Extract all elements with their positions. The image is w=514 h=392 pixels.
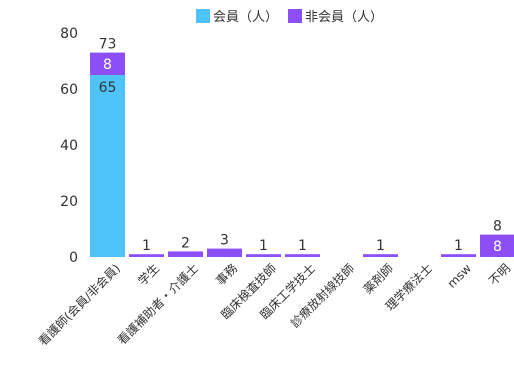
legend-swatch-nonmember <box>288 8 303 23</box>
bar-member-0 <box>90 75 125 257</box>
bar-nonmember-0 <box>90 52 125 75</box>
total-label-5: 1 <box>298 238 307 254</box>
nonmember-value-label-0: 8 <box>103 57 112 73</box>
total-label-9: 1 <box>454 238 463 254</box>
bar-nonmember-9 <box>441 254 476 257</box>
legend-label-nonmember: 非会員（人） <box>305 10 384 25</box>
legend: 会員（人） 非会員（人） <box>196 6 393 25</box>
bar-nonmember-7 <box>363 254 398 257</box>
total-label-0: 73 <box>99 37 117 53</box>
total-label-1: 1 <box>142 238 151 254</box>
y-tick-label-0: 0 <box>69 250 78 266</box>
legend-swatch-member <box>196 8 210 23</box>
legend-item-member[interactable]: 会員（人） <box>196 6 278 25</box>
total-label-7: 1 <box>376 238 385 254</box>
x-tick-label-0: 看護師(会員/非会員) <box>35 261 123 349</box>
x-tick-label-7: 薬剤師 <box>360 261 396 297</box>
y-tick-label-2: 40 <box>60 138 78 154</box>
y-tick-label-4: 80 <box>60 26 78 42</box>
bar-nonmember-1 <box>129 254 164 257</box>
bar-nonmember-2 <box>168 251 203 257</box>
legend-label-member: 会員（人） <box>213 10 279 25</box>
x-tick-label-9: msw <box>445 261 475 291</box>
y-tick-label-3: 60 <box>60 82 78 98</box>
total-label-10: 8 <box>493 219 502 235</box>
nonmember-value-label-10: 8 <box>493 239 502 255</box>
x-tick-label-1: 学生 <box>135 261 163 289</box>
bar-nonmember-4 <box>246 254 281 257</box>
x-tick-label-10: 不明 <box>486 261 513 288</box>
total-label-3: 3 <box>220 233 229 249</box>
total-label-2: 2 <box>181 235 190 251</box>
y-tick-label-1: 20 <box>60 194 78 210</box>
bar-nonmember-5 <box>285 254 320 257</box>
bar-nonmember-10 <box>480 234 514 257</box>
x-tick-label-3: 事務 <box>213 261 240 288</box>
total-label-4: 1 <box>259 238 268 254</box>
legend-item-nonmember[interactable]: 非会員（人） <box>288 6 383 25</box>
member-value-label-0: 65 <box>99 80 117 96</box>
bar-nonmember-3 <box>207 248 242 257</box>
